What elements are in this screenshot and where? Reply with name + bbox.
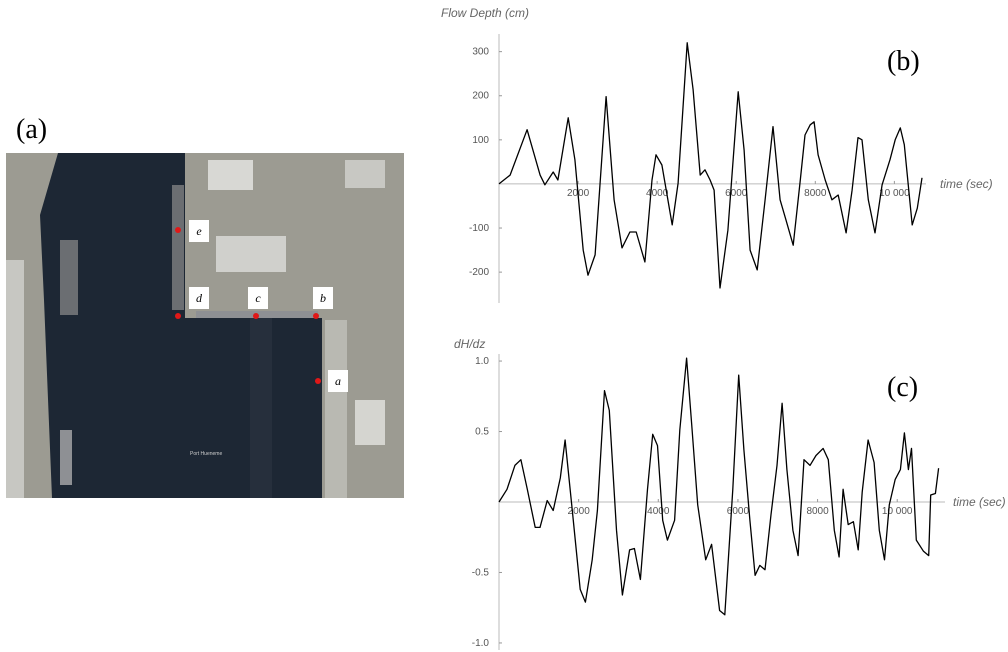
point-label: d (196, 291, 203, 305)
gauge-point (313, 313, 319, 319)
panel-label: (b) (887, 46, 920, 77)
building (345, 160, 385, 188)
gauge-point (253, 313, 259, 319)
x-axis-label: time (sec) (953, 495, 1006, 509)
glare (250, 318, 272, 498)
x-tick-label: 8000 (806, 506, 829, 517)
building (355, 400, 385, 445)
gauge-point (175, 313, 181, 319)
gauge-point (315, 378, 321, 384)
y-tick-label: -1.0 (472, 638, 490, 649)
building (216, 236, 286, 272)
x-tick-label: 6000 (725, 188, 748, 199)
x-tick-label: 4000 (646, 188, 669, 199)
building (6, 260, 24, 498)
ship (60, 430, 72, 485)
x-tick-label: 6000 (727, 506, 750, 517)
y-tick-label: 0.5 (475, 427, 489, 438)
x-tick-label: 4000 (647, 506, 670, 517)
ship (172, 185, 184, 310)
y-tick-label: 1.0 (475, 356, 489, 367)
panel-label: (c) (887, 372, 918, 403)
gauge-point (175, 227, 181, 233)
panel-a: (a) a b c d e Port Hueneme (6, 114, 404, 498)
map-caption: Port Hueneme (190, 451, 222, 457)
point-label: c (255, 291, 261, 305)
label-box (328, 370, 348, 392)
y-axis-label: Flow Depth (cm) (441, 6, 529, 20)
building (208, 160, 253, 190)
data-line (498, 42, 923, 289)
x-tick-label: 10 000 (882, 506, 913, 517)
water (40, 153, 322, 498)
x-tick-label: 8000 (804, 188, 827, 199)
y-tick-label: -100 (469, 223, 489, 234)
panel-label: (a) (16, 114, 47, 145)
pier (325, 320, 347, 498)
x-tick-label: 10 000 (879, 188, 910, 199)
label-box (189, 287, 209, 309)
x-tick-label: 2000 (568, 506, 591, 517)
ship (60, 240, 78, 315)
label-box (313, 287, 333, 309)
point-label: a (335, 374, 341, 388)
y-tick-label: -0.5 (472, 567, 490, 578)
y-tick-label: 300 (472, 47, 489, 58)
x-axis-label: time (sec) (940, 177, 993, 191)
data-line (498, 357, 940, 616)
y-tick-label: 100 (472, 135, 489, 146)
y-tick-label: -200 (469, 267, 489, 278)
point-label: b (320, 291, 326, 305)
y-tick-label: 200 (472, 91, 489, 102)
label-box (189, 220, 209, 242)
point-label: e (196, 224, 202, 238)
y-axis-label: dH/dz (454, 337, 485, 351)
label-box (248, 287, 268, 309)
